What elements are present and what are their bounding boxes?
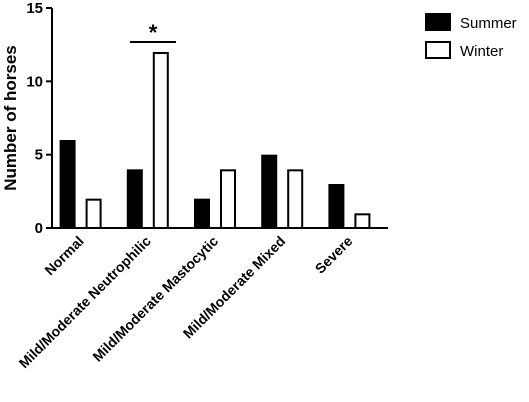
bar-winter-1 xyxy=(152,52,169,229)
bar-summer-0 xyxy=(59,140,76,229)
y-axis-title: Number of horses xyxy=(1,45,20,190)
bar-summer-1 xyxy=(126,169,143,229)
legend: Summer Winter xyxy=(425,13,517,60)
y-tick-label: 0 xyxy=(35,220,43,237)
y-tick-label: 10 xyxy=(26,73,43,90)
bar-winter-2 xyxy=(220,169,236,229)
y-tick-label: 5 xyxy=(35,147,43,164)
legend-swatch-summer xyxy=(425,13,451,31)
y-ticks: 0 5 10 15 xyxy=(26,0,52,237)
significance-star: * xyxy=(149,20,158,45)
bar-summer-3 xyxy=(261,154,278,230)
bar-winter-4 xyxy=(354,213,371,229)
x-category-label: Normal xyxy=(41,233,86,278)
x-category-label: Mild/Moderate Neutrophilic xyxy=(16,233,155,372)
bar-winter-0 xyxy=(85,198,102,230)
bar-summer-2 xyxy=(194,198,210,230)
legend-label-summer: Summer xyxy=(460,15,517,32)
y-tick-label: 15 xyxy=(26,0,43,17)
legend-label-winter: Winter xyxy=(460,43,503,60)
significance-annotation: * xyxy=(130,20,176,45)
bar-winter-3 xyxy=(287,169,304,229)
legend-swatch-winter xyxy=(425,41,451,59)
bar-summer-4 xyxy=(328,184,345,229)
x-category-label: Severe xyxy=(312,233,356,277)
bars xyxy=(59,52,371,230)
x-category-label: Mild/Moderate Mastocytic xyxy=(89,233,221,365)
